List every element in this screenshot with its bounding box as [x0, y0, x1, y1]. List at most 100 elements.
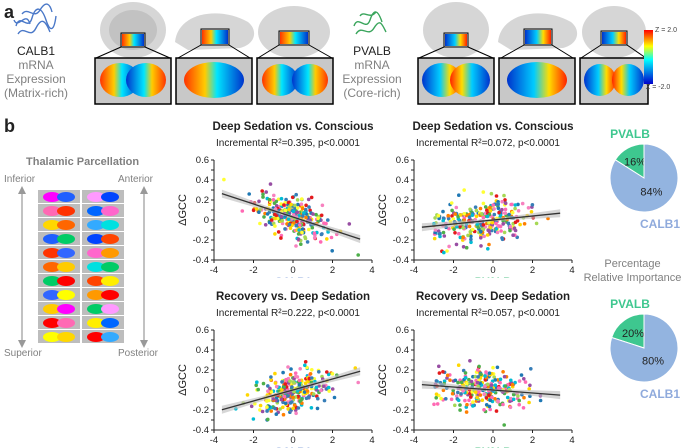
- data-point: [505, 395, 510, 400]
- data-point: [438, 231, 442, 236]
- data-point: [255, 380, 259, 384]
- data-point: [316, 216, 320, 221]
- data-point: [292, 403, 297, 407]
- data-point: [491, 365, 495, 370]
- pie-value-label: 80%: [642, 355, 664, 367]
- anterior-label: Anterior: [118, 174, 154, 185]
- data-point: [502, 423, 506, 427]
- data-point: [438, 234, 442, 239]
- y-tick-label: -0.4: [393, 255, 409, 266]
- data-point: [316, 396, 320, 401]
- data-point: [297, 228, 301, 232]
- data-point: [481, 223, 486, 227]
- data-point: [268, 182, 273, 186]
- y-tick-label: -0.4: [393, 425, 409, 436]
- pie-legend-calb1: CALB1: [640, 387, 680, 401]
- data-point: [479, 372, 483, 377]
- data-point: [456, 380, 460, 385]
- data-point: [445, 249, 449, 253]
- data-point: [517, 379, 522, 383]
- data-point: [500, 207, 504, 212]
- data-point: [462, 212, 466, 216]
- data-point: [222, 177, 226, 182]
- x-tick-label: -2: [249, 435, 257, 446]
- data-point: [303, 381, 308, 386]
- data-point: [435, 402, 440, 406]
- data-point: [434, 379, 439, 383]
- data-point: [498, 402, 502, 407]
- data-point: [486, 228, 490, 232]
- data-point: [263, 223, 268, 227]
- slice-region: [101, 220, 119, 230]
- data-point: [501, 402, 505, 407]
- data-point: [257, 199, 261, 204]
- slice-region: [87, 220, 105, 230]
- data-point: [258, 403, 263, 408]
- data-point: [501, 370, 505, 374]
- data-point: [249, 404, 254, 409]
- data-point: [485, 382, 490, 387]
- data-point: [290, 195, 295, 200]
- data-point: [288, 391, 293, 395]
- slice-region: [43, 248, 61, 258]
- y-tick-label: 0.4: [196, 345, 209, 356]
- pvalb-line3: Expression: [342, 72, 402, 86]
- data-point: [502, 193, 506, 198]
- data-point: [265, 405, 269, 409]
- y-tick-label: 0.6: [396, 325, 409, 336]
- data-point: [458, 213, 463, 217]
- data-point: [329, 235, 334, 240]
- data-point: [299, 242, 303, 246]
- pvalb-line4: (Core-rich): [343, 86, 401, 100]
- y-tick-label: 0.4: [396, 175, 409, 186]
- data-point: [274, 199, 279, 204]
- data-point: [452, 227, 456, 231]
- fit-line: [421, 383, 561, 396]
- data-point: [278, 407, 282, 411]
- pvalb-sagittal-brain: [498, 13, 578, 105]
- data-point: [502, 230, 507, 235]
- data-point: [303, 360, 308, 364]
- data-point: [484, 403, 489, 407]
- data-point: [310, 376, 314, 380]
- data-point: [511, 397, 516, 402]
- data-point: [465, 381, 469, 386]
- data-point: [311, 212, 315, 216]
- chart-annotation: Incremental R²=0.057, p<0.0001: [416, 308, 560, 319]
- y-tick-label: 0: [204, 385, 209, 396]
- data-point: [479, 229, 483, 234]
- slice-region: [87, 290, 105, 300]
- scatter-calb1-recovery-vs-deep: Recovery vs. Deep Sedation Incremental R²…: [177, 291, 375, 448]
- x-tick-label: -2: [449, 435, 457, 446]
- data-point: [490, 220, 495, 225]
- data-point: [284, 385, 289, 389]
- data-point: [305, 389, 310, 393]
- data-point: [494, 227, 498, 231]
- data-point: [467, 215, 472, 219]
- pvalb-gene-name: PVALB: [353, 44, 391, 58]
- data-point: [294, 192, 298, 197]
- data-point: [439, 396, 443, 401]
- data-point: [491, 203, 495, 207]
- data-point: [519, 373, 524, 377]
- data-point: [322, 221, 326, 225]
- data-point: [469, 395, 473, 399]
- data-point: [468, 207, 472, 212]
- data-point: [308, 208, 312, 213]
- data-point: [319, 213, 324, 218]
- data-point: [538, 398, 543, 403]
- data-point: [445, 373, 450, 378]
- x-tick-label: 2: [530, 435, 535, 446]
- data-point: [517, 398, 521, 403]
- data-point: [297, 383, 302, 387]
- data-point: [494, 194, 499, 198]
- data-point: [287, 207, 291, 212]
- panel-b-label: b: [4, 116, 15, 136]
- data-point: [485, 233, 490, 237]
- data-point: [517, 402, 521, 407]
- data-point: [319, 388, 323, 393]
- y-tick-label: -0.4: [193, 425, 209, 436]
- data-point: [489, 383, 494, 387]
- data-point: [356, 380, 360, 385]
- data-point: [288, 379, 292, 383]
